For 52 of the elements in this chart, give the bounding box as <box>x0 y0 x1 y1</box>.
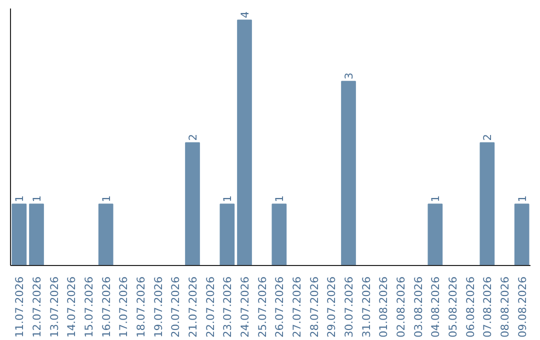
x-tick-label: 07.08.2026 <box>481 276 494 338</box>
x-tick-label: 08.08.2026 <box>498 276 512 338</box>
x-tick-label: 26.07.2026 <box>273 276 286 338</box>
bar <box>237 20 252 266</box>
data-label: 1 <box>100 195 113 202</box>
bar <box>185 142 200 266</box>
x-tick-label: 17.07.2026 <box>117 276 130 338</box>
x-tick-label: 15.07.2026 <box>82 276 96 338</box>
x-tick-label: 18.07.2026 <box>134 276 148 338</box>
bar <box>98 204 114 266</box>
x-tick-label: 19.07.2026 <box>152 276 165 338</box>
data-label: 1 <box>30 195 44 202</box>
data-label: 2 <box>186 134 200 141</box>
data-label: 1 <box>273 195 286 202</box>
x-tick-label: 04.08.2026 <box>429 276 442 338</box>
data-label: 1 <box>221 195 234 202</box>
bar <box>12 204 27 266</box>
bar <box>428 204 443 266</box>
bar <box>29 204 44 266</box>
data-label: 3 <box>342 72 356 80</box>
x-tick-label: 02.08.2026 <box>394 276 408 338</box>
x-tick-label: 29.07.2026 <box>325 276 338 338</box>
x-tick-label: 11.07.2026 <box>13 276 26 338</box>
x-tick-label: 16.07.2026 <box>100 276 113 338</box>
x-tick-label: 30.07.2026 <box>342 276 356 338</box>
bar <box>220 204 235 266</box>
x-tick-label: 20.07.2026 <box>169 276 182 338</box>
bar <box>341 80 356 266</box>
x-tick-label: 31.07.2026 <box>360 276 373 338</box>
bar <box>272 204 287 266</box>
x-tick-label: 09.08.2026 <box>516 276 529 338</box>
x-tick-label: 13.07.2026 <box>48 276 61 338</box>
data-label: 1 <box>13 195 26 202</box>
x-tick-label: 14.07.2026 <box>65 276 78 338</box>
x-tick-label: 03.08.2026 <box>412 276 425 338</box>
data-label: 1 <box>429 195 442 202</box>
bar <box>514 204 530 266</box>
data-label: 2 <box>481 134 494 141</box>
x-tick-label: 22.07.2026 <box>204 276 217 338</box>
x-tick-label: 12.07.2026 <box>30 276 44 338</box>
x-tick-label: 05.08.2026 <box>446 276 460 338</box>
x-tick-label: 27.07.2026 <box>290 276 304 338</box>
x-tick-label: 23.07.2026 <box>221 276 234 338</box>
x-tick-label: 01.08.2026 <box>377 276 390 338</box>
x-tick-label: 24.07.2026 <box>238 276 252 338</box>
x-tick-label: 28.07.2026 <box>308 276 321 338</box>
x-tick-label: 25.07.2026 <box>256 276 269 338</box>
data-label: 4 <box>238 11 252 18</box>
bar <box>480 142 495 266</box>
x-tick-label: 21.07.2026 <box>186 276 200 338</box>
x-tick-label: 06.08.2026 <box>464 276 477 338</box>
data-label: 1 <box>516 195 529 202</box>
